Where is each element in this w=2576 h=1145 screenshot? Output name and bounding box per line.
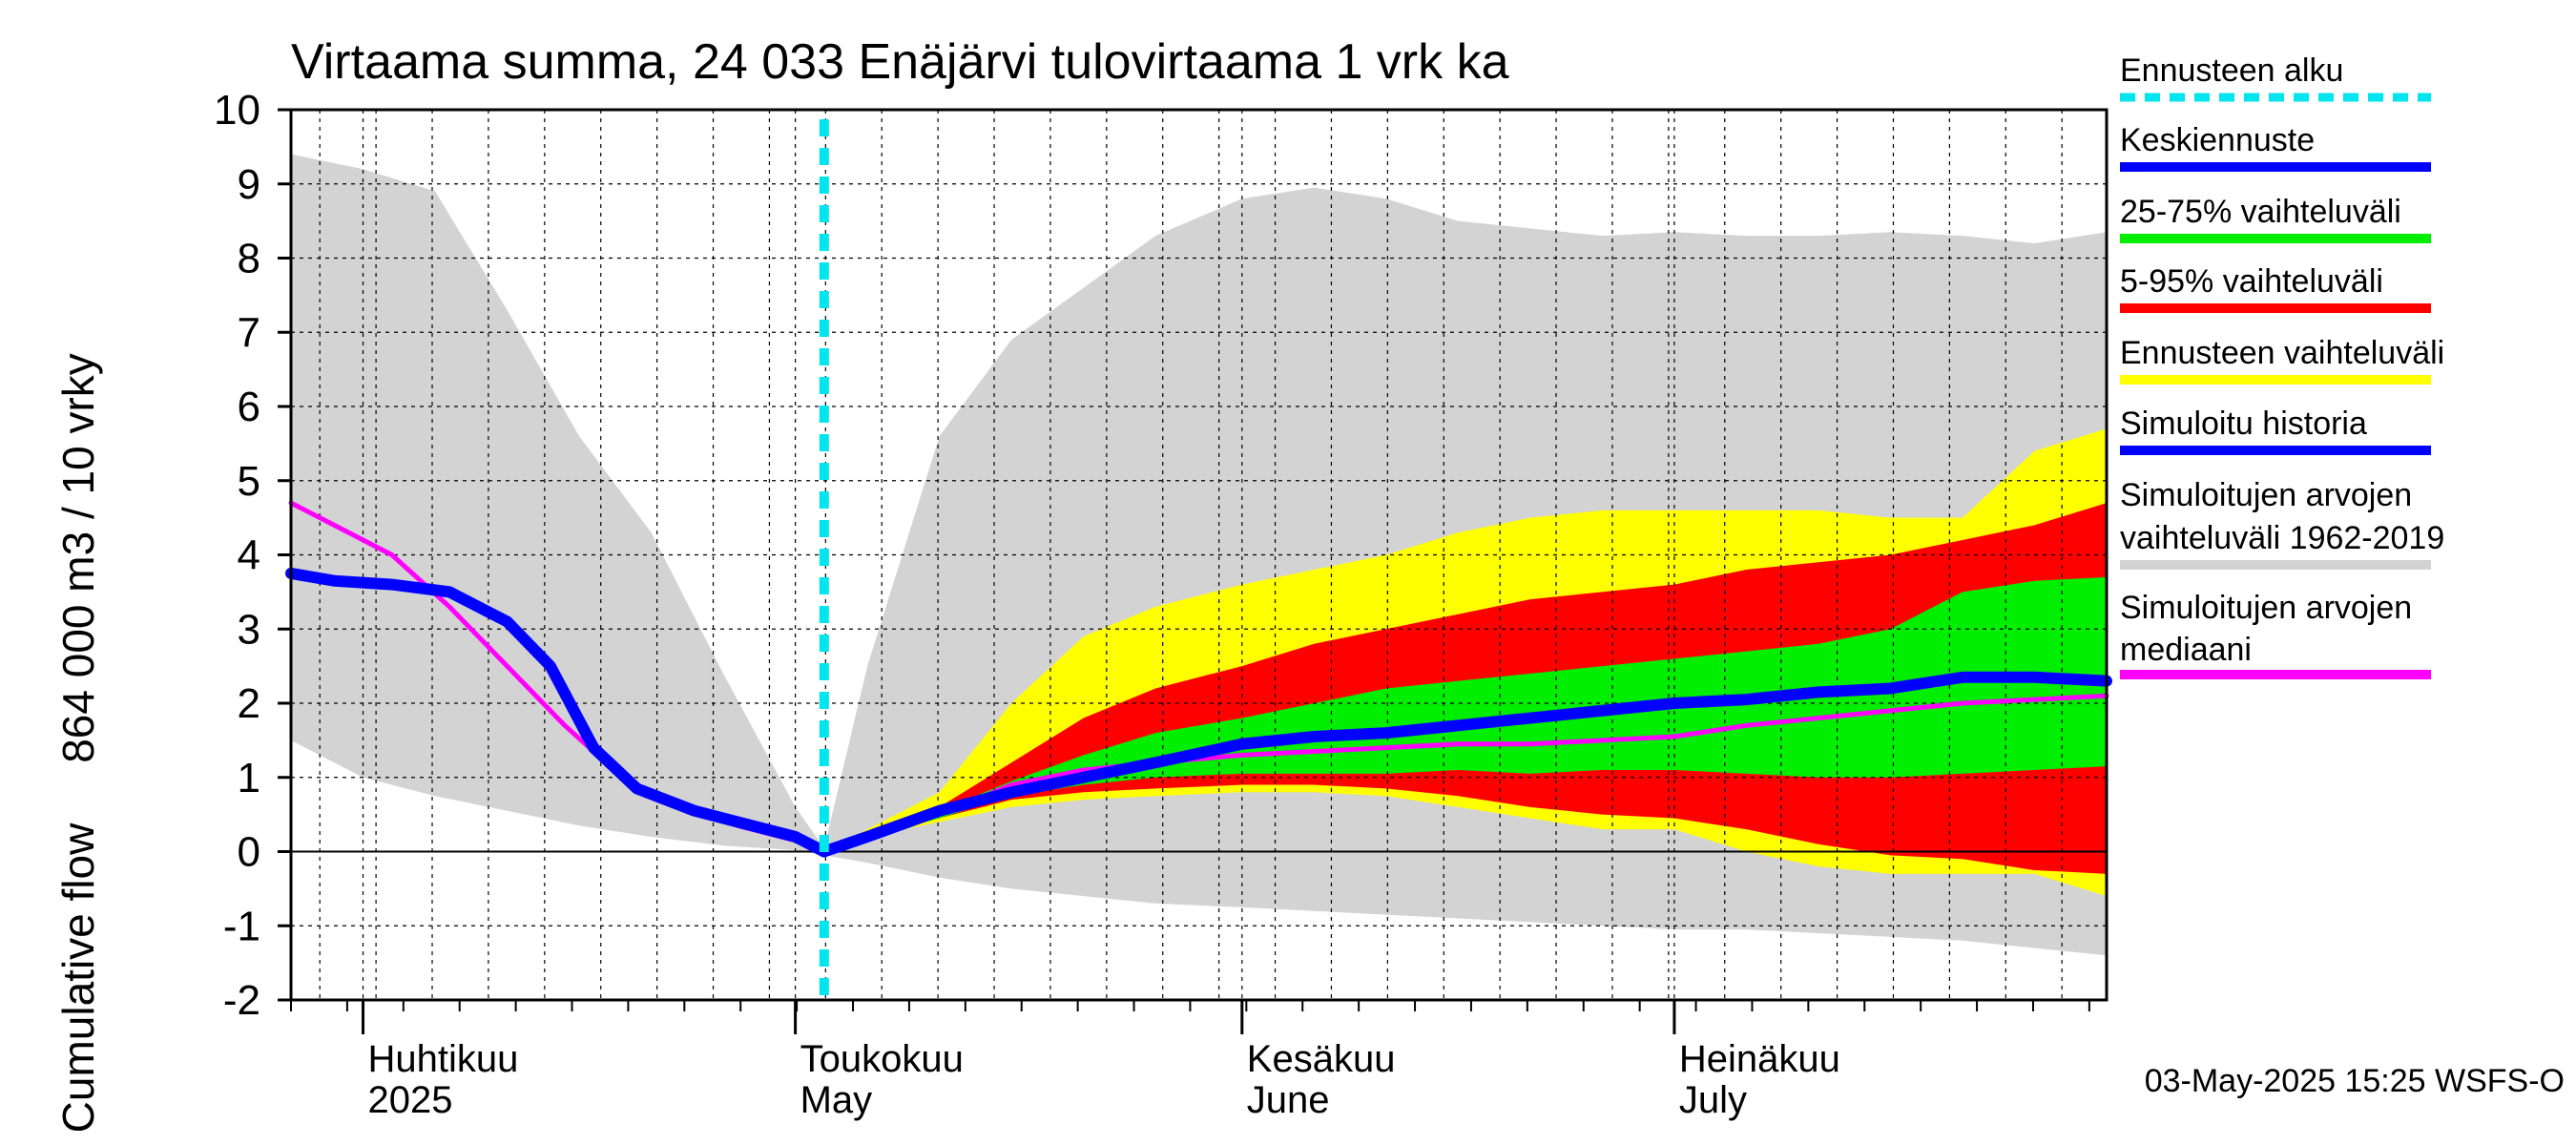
line-simuloitujen-arvojen-mediaani: [288, 500, 2109, 854]
line-simuloitu-historia: [285, 567, 830, 858]
x-month-label: Heinäkuu: [1679, 1038, 1840, 1080]
legend-label: vaihteluväli 1962-2019: [2120, 520, 2444, 556]
x-month-label-en: 2025: [368, 1079, 453, 1121]
y-tick-label: 4: [238, 532, 260, 579]
x-month-label-en: July: [1679, 1079, 1747, 1121]
legend-label: Keskiennuste: [2120, 122, 2315, 158]
x-month-label-en: June: [1247, 1079, 1330, 1121]
y-axis-label-bottom: Cumulative flow: [53, 822, 103, 1133]
y-tick-label: 6: [238, 384, 260, 430]
x-month-label-en: May: [800, 1079, 873, 1121]
band-25-75-vaihteluv-li: [823, 576, 2108, 852]
line-keskiennuste: [818, 671, 2112, 858]
y-tick-label: 2: [238, 680, 260, 727]
y-axis-label-top: 864 000 m3 / 10 vrky: [53, 353, 103, 763]
y-tick-label: 9: [238, 161, 260, 208]
y-tick-label: -1: [223, 903, 260, 949]
x-month-label: Kesäkuu: [1247, 1038, 1396, 1080]
legend-label: mediaani: [2120, 632, 2252, 668]
legend-label: 5-95% vaihteluväli: [2120, 263, 2383, 300]
x-month-label: Toukokuu: [800, 1038, 964, 1080]
plot-grid: [291, 109, 2107, 1001]
plot-lines: [285, 119, 2112, 1002]
y-tick-label: 5: [238, 458, 260, 505]
footer-timestamp: 03-May-2025 15:25 WSFS-O: [2145, 1063, 2565, 1099]
legend-label: Simuloitu historia: [2120, 406, 2367, 442]
chart-title: Virtaama summa, 24 033 Enäjärvi tulovirt…: [291, 34, 1509, 90]
legend-label: Simuloitujen arvojen: [2120, 590, 2412, 626]
y-tick-label: -2: [223, 977, 260, 1024]
y-tick-label: 10: [214, 87, 260, 134]
y-tick-label: 1: [238, 755, 260, 802]
y-axis: -2 -1 0 1 2 3 4 5 6 7 8 9 10: [214, 87, 291, 1024]
y-tick-label: 3: [238, 606, 260, 653]
legend-label: Ennusteen alku: [2120, 52, 2343, 89]
legend: Ennusteen alku Keskiennuste 25-75% vaihtel…: [2120, 52, 2444, 679]
x-month-label: Huhtikuu: [368, 1038, 519, 1080]
legend-label: Simuloitujen arvojen: [2120, 477, 2412, 513]
y-tick-label: 7: [238, 309, 260, 356]
y-tick-label: 0: [238, 829, 260, 876]
legend-label: Ennusteen vaihteluväli: [2120, 335, 2444, 371]
legend-label: 25-75% vaihteluväli: [2120, 194, 2401, 230]
plot-bands: [291, 154, 2108, 956]
y-tick-label: 8: [238, 236, 260, 282]
